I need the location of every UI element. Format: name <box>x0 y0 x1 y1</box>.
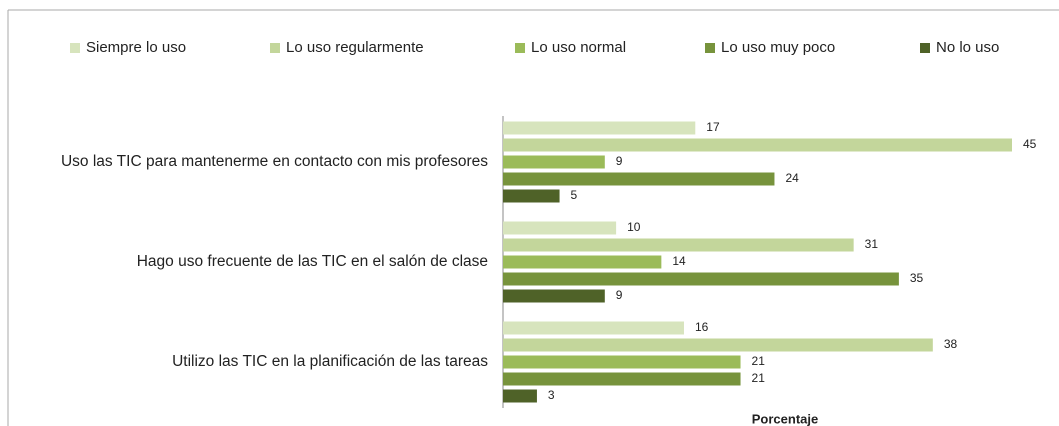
legend-swatch <box>270 43 280 53</box>
value-label: 21 <box>752 354 766 368</box>
category-label: Uso las TIC para mantenerme en contacto … <box>61 153 488 170</box>
value-label: 10 <box>627 220 641 234</box>
value-label: 35 <box>910 271 924 285</box>
legend-swatch <box>70 43 80 53</box>
bar <box>503 338 933 352</box>
value-label: 38 <box>944 337 958 351</box>
bar <box>503 138 1012 152</box>
value-label: 24 <box>785 171 799 185</box>
value-label: 3 <box>548 388 555 402</box>
bar <box>503 121 696 135</box>
legend-label: No lo uso <box>936 39 999 56</box>
bar <box>503 272 899 286</box>
value-label: 14 <box>672 254 686 268</box>
legend-label: Lo uso regularmente <box>286 39 424 56</box>
bar <box>503 189 560 203</box>
bar <box>503 172 775 186</box>
bar <box>503 372 741 386</box>
bar <box>503 321 684 335</box>
bar <box>503 389 537 403</box>
bar <box>503 221 617 235</box>
category-label: Utilizo las TIC en la planificación de l… <box>172 353 488 370</box>
legend-label: Lo uso muy poco <box>721 39 835 56</box>
bar <box>503 238 854 252</box>
legend-label: Siempre lo uso <box>86 39 186 56</box>
legend-label: Lo uso normal <box>531 39 626 56</box>
legend-swatch <box>515 43 525 53</box>
value-label: 31 <box>865 237 879 251</box>
category-label: Hago uso frecuente de las TIC en el saló… <box>137 253 488 270</box>
value-label: 9 <box>616 154 623 168</box>
x-axis-label: Porcentaje <box>752 411 818 426</box>
value-label: 5 <box>571 188 578 202</box>
value-label: 9 <box>616 288 623 302</box>
bar <box>503 255 662 269</box>
legend-swatch <box>920 43 930 53</box>
value-label: 21 <box>752 371 766 385</box>
value-label: 17 <box>706 120 720 134</box>
value-label: 16 <box>695 320 709 334</box>
bar <box>503 155 605 169</box>
value-label: 45 <box>1023 137 1037 151</box>
bar <box>503 289 605 303</box>
legend-swatch <box>705 43 715 53</box>
bar <box>503 355 741 369</box>
